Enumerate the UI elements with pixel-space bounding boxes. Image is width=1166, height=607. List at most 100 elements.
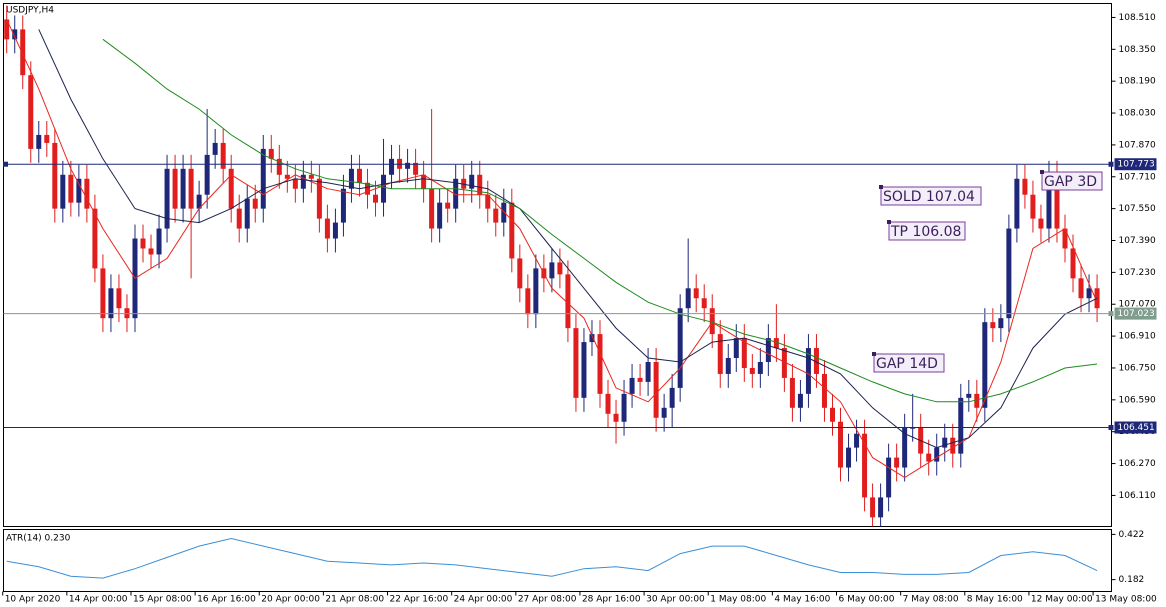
candle-body bbox=[533, 268, 539, 315]
annotation-anchor bbox=[872, 352, 876, 356]
candle-body bbox=[821, 373, 827, 408]
x-tick-label: 10 Apr 2020 bbox=[5, 595, 61, 605]
annotation: TP 106.08 bbox=[890, 224, 961, 240]
annotation-box bbox=[880, 186, 982, 206]
candle-body bbox=[966, 393, 972, 398]
y-tick-label: 107.870 bbox=[1119, 140, 1156, 150]
candle-body bbox=[693, 288, 699, 299]
candle-body bbox=[204, 154, 210, 195]
annotation-box bbox=[1041, 171, 1103, 191]
candle-body bbox=[485, 194, 491, 209]
x-tick-label: 24 Apr 00:00 bbox=[454, 595, 513, 605]
candle-body bbox=[789, 377, 795, 408]
x-tick-label: 20 Apr 00:00 bbox=[261, 595, 320, 605]
candle-body bbox=[429, 188, 435, 229]
candle-body bbox=[501, 202, 507, 223]
x-tick-label: 6 May 00:00 bbox=[839, 595, 895, 605]
candle-body bbox=[597, 334, 603, 394]
annotation: SOLD 107.04 bbox=[883, 189, 975, 205]
candle-body bbox=[605, 393, 611, 414]
y-tick-label: 107.390 bbox=[1119, 236, 1156, 246]
candle-body bbox=[765, 338, 771, 362]
plot-area bbox=[4, 5, 1100, 527]
candle-body bbox=[926, 453, 932, 462]
indicator-title: ATR(14) 0.230 bbox=[6, 534, 71, 544]
candle-body bbox=[557, 262, 563, 275]
annotation: GAP 14D bbox=[876, 356, 938, 372]
level-marker bbox=[1108, 425, 1114, 431]
candle-body bbox=[28, 75, 34, 149]
candle-body bbox=[148, 248, 154, 255]
y-tick-label: 106.750 bbox=[1119, 363, 1156, 373]
candle-body bbox=[1054, 174, 1060, 229]
candle-body bbox=[268, 148, 274, 159]
candle-body bbox=[453, 178, 459, 209]
candle-body bbox=[44, 134, 50, 143]
candle-body bbox=[340, 188, 346, 223]
candle-body bbox=[773, 338, 779, 349]
candle-body bbox=[589, 334, 595, 343]
x-tick-label: 28 Apr 16:00 bbox=[582, 595, 641, 605]
candle-body bbox=[52, 142, 58, 209]
main-frame bbox=[3, 3, 1112, 527]
candle-body bbox=[894, 457, 900, 468]
candle-body bbox=[950, 437, 956, 454]
y-tick-label: 106.110 bbox=[1119, 491, 1156, 501]
candle-body bbox=[974, 393, 980, 408]
candle-body bbox=[140, 238, 146, 249]
indicator-frame bbox=[3, 529, 1112, 592]
candle-body bbox=[685, 288, 691, 309]
candle-body bbox=[292, 178, 298, 189]
candle-body bbox=[581, 342, 587, 398]
x-tick-label: 8 May 16:00 bbox=[967, 595, 1023, 605]
candle-body bbox=[725, 358, 731, 374]
candle-body bbox=[1030, 194, 1036, 219]
candle-body bbox=[902, 427, 908, 468]
candle-body bbox=[180, 168, 186, 209]
y-tick-label: 106.270 bbox=[1119, 459, 1156, 469]
y-tick-label: 108.350 bbox=[1119, 45, 1156, 55]
indicator-tick-label: 0.422 bbox=[1119, 530, 1145, 540]
candle-body bbox=[108, 288, 114, 319]
annotation-anchor bbox=[1040, 170, 1044, 174]
annotation-anchor bbox=[887, 220, 891, 224]
x-tick-label: 30 Apr 00:00 bbox=[646, 595, 705, 605]
candle-body bbox=[212, 142, 218, 155]
candle-body bbox=[942, 437, 948, 448]
candle-body bbox=[733, 338, 739, 359]
candle-body bbox=[813, 348, 819, 374]
candle-body bbox=[862, 433, 868, 498]
candle-body bbox=[12, 29, 18, 40]
y-tick-label: 107.070 bbox=[1119, 300, 1156, 310]
candle-body bbox=[469, 174, 475, 189]
x-tick-label: 12 May 00:00 bbox=[1031, 595, 1093, 605]
candle-body bbox=[781, 348, 787, 378]
level-label-bg bbox=[1114, 421, 1157, 434]
level-marker bbox=[1108, 311, 1114, 317]
candle-body bbox=[244, 198, 250, 229]
candle-body bbox=[998, 318, 1004, 329]
candle-body bbox=[316, 178, 322, 219]
candle-body bbox=[300, 174, 306, 189]
level-marker bbox=[1108, 161, 1114, 167]
candle-body bbox=[1022, 178, 1028, 195]
candle-body bbox=[886, 457, 892, 498]
candle-body bbox=[669, 387, 675, 408]
moving-average bbox=[102, 38, 1098, 403]
candle-body bbox=[405, 162, 411, 169]
candle-body bbox=[1062, 228, 1068, 249]
x-tick-label: 16 Apr 16:00 bbox=[197, 595, 256, 605]
annotation-box bbox=[888, 221, 966, 241]
level-label: 107.773 bbox=[1118, 160, 1155, 170]
candle-body bbox=[1078, 278, 1084, 299]
candle-body bbox=[260, 148, 266, 209]
annotation-box bbox=[873, 353, 945, 373]
chart-title: USDJPY,H4 bbox=[6, 6, 54, 16]
candle-body bbox=[364, 182, 370, 195]
x-tick-label: 21 Apr 08:00 bbox=[325, 595, 384, 605]
candle-body bbox=[324, 218, 330, 239]
candle-body bbox=[1070, 248, 1076, 279]
y-tick-label: 107.550 bbox=[1119, 204, 1156, 214]
